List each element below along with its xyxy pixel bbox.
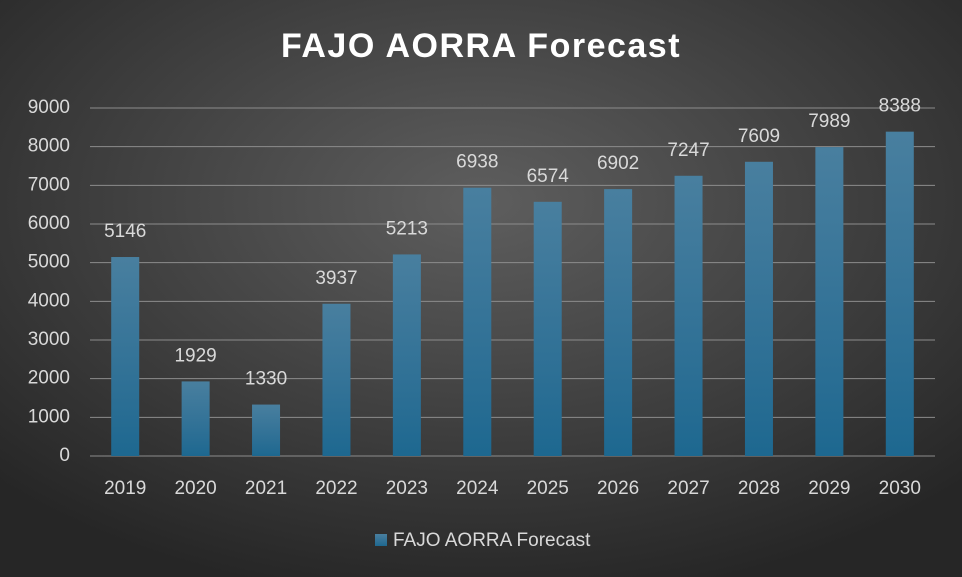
y-tick-label: 5000: [28, 252, 70, 273]
legend-swatch: [375, 534, 387, 546]
y-tick-label: 4000: [28, 290, 70, 311]
bar: [744, 161, 773, 456]
data-label: 8388: [879, 96, 921, 117]
data-label: 7989: [808, 111, 850, 132]
data-label: 3937: [315, 268, 357, 289]
y-tick-label: 3000: [28, 329, 70, 350]
plot-area: 0 1000 2000 3000 4000 5000 6000 7000 8000 9000 201…: [28, 96, 935, 499]
x-tick-label: 2021: [245, 478, 287, 499]
x-tick-label: 2028: [738, 478, 780, 499]
x-tick-label: 2023: [386, 478, 428, 499]
bar: [604, 189, 633, 456]
bar: [533, 201, 562, 456]
data-label: 6938: [456, 152, 498, 173]
y-tick-label: 8000: [28, 136, 70, 157]
data-label: 5146: [104, 221, 146, 242]
data-label: 1929: [174, 345, 216, 366]
bar: [322, 303, 351, 456]
x-tick-label: 2027: [667, 478, 709, 499]
bar: [885, 131, 914, 456]
legend-label: FAJO AORRA Forecast: [393, 530, 591, 551]
x-tick-label: 2022: [315, 478, 357, 499]
x-tick-label: 2026: [597, 478, 639, 499]
x-tick-label: 2030: [879, 478, 921, 499]
y-tick-label: 2000: [28, 368, 70, 389]
bar: [815, 147, 844, 457]
bar: [111, 257, 140, 456]
data-label: 5213: [386, 218, 428, 239]
bar: [392, 254, 421, 456]
y-tick-label: 9000: [28, 97, 70, 118]
bar: [674, 175, 703, 457]
y-tick-label: 0: [59, 445, 70, 466]
y-tick-label: 6000: [28, 213, 70, 234]
data-label: 6902: [597, 153, 639, 174]
bar: [181, 381, 210, 456]
x-tick-label: 2019: [104, 478, 146, 499]
x-tick-label: 2020: [174, 478, 216, 499]
x-tick-label: 2024: [456, 478, 499, 499]
data-label: 7609: [738, 126, 780, 147]
legend: FAJO AORRA Forecast: [375, 530, 591, 551]
y-tick-label: 1000: [28, 406, 70, 427]
bar: [252, 404, 281, 456]
data-label: 6574: [527, 166, 570, 187]
data-label: 7247: [667, 140, 709, 161]
bar: [463, 187, 492, 457]
x-tick-label: 2025: [527, 478, 569, 499]
x-tick-label: 2029: [808, 478, 850, 499]
data-label: 1330: [245, 369, 287, 390]
y-tick-label: 7000: [28, 174, 70, 195]
chart-title: FAJO AORRA Forecast: [281, 27, 681, 65]
